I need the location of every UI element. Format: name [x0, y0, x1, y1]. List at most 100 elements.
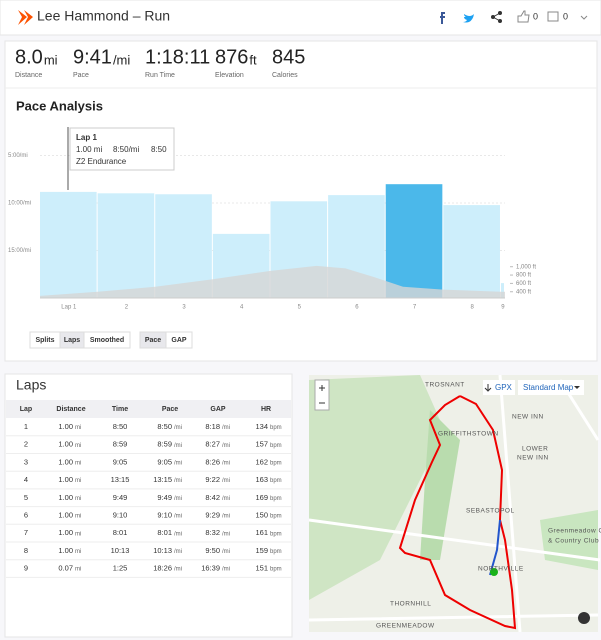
- more-dropdown[interactable]: [580, 15, 588, 20]
- table-cell: 13:15: [153, 475, 172, 484]
- map-label: NORTHVILLE: [478, 566, 524, 573]
- activity-title: Lee Hammond – Run: [37, 8, 170, 24]
- table-unit: /mi: [222, 460, 230, 466]
- table-cell: 6: [24, 510, 28, 519]
- kudos-icon[interactable]: [517, 10, 530, 23]
- table-cell: 161: [255, 528, 268, 537]
- bar[interactable]: [40, 191, 97, 298]
- table-cell: 159: [255, 546, 268, 555]
- table-cell: 9:10: [113, 510, 128, 519]
- table-cell: 9:10: [157, 510, 172, 519]
- table-cell: 13:15: [111, 475, 130, 484]
- tooltip-gap: 8:50: [151, 145, 167, 154]
- table-unit: bpm: [270, 567, 282, 573]
- toggle-label: Smoothed: [90, 337, 124, 344]
- stat-value: 1:18:11: [145, 46, 210, 68]
- table-cell: 8:32: [205, 528, 220, 537]
- map-style-button[interactable]: Standard Map: [523, 383, 574, 392]
- table-cell: 8:18: [205, 422, 220, 431]
- table-cell: 4: [24, 475, 28, 484]
- x-tick-label: 4: [240, 305, 244, 311]
- bar[interactable]: [385, 184, 443, 298]
- table-unit: mi: [75, 514, 81, 520]
- table-cell: 9:49: [157, 493, 172, 502]
- comment-icon[interactable]: [547, 11, 559, 22]
- table-title: Laps: [16, 377, 46, 393]
- column-header: Lap: [20, 406, 32, 413]
- bar[interactable]: [443, 205, 500, 298]
- gpx-button[interactable]: GPX: [495, 383, 513, 392]
- table-cell: 150: [255, 510, 268, 519]
- table-cell: 16:39: [201, 564, 220, 573]
- table-unit: /mi: [222, 567, 230, 573]
- table-cell: 8:42: [205, 493, 220, 502]
- table-cell: 9:29: [205, 510, 220, 519]
- toggle-label: GAP: [171, 337, 187, 344]
- table-cell: 9:50: [205, 546, 220, 555]
- table-unit: mi: [75, 478, 81, 484]
- table-cell: 1: [24, 422, 28, 431]
- share-icon[interactable]: [491, 11, 502, 23]
- map-label: NEW INN: [517, 455, 549, 462]
- y2-tick-label: 800 ft: [516, 273, 531, 279]
- table-cell: 1.00: [58, 475, 73, 484]
- stat-unit: mi: [44, 52, 58, 67]
- table-unit: /mi: [222, 496, 230, 502]
- table-unit: bpm: [270, 478, 282, 484]
- toggle-button[interactable]: [165, 331, 193, 349]
- stat-unit: /mi: [113, 52, 130, 67]
- bar[interactable]: [97, 193, 155, 298]
- table-unit: mi: [75, 425, 81, 431]
- map[interactable]: [308, 374, 601, 633]
- map-label: & Country Club: [548, 538, 599, 545]
- table-cell: 151: [255, 564, 268, 573]
- y2-tick-label: 1,000 ft: [516, 264, 536, 270]
- table-cell: 10:13: [153, 546, 172, 555]
- stat-value: 845: [272, 46, 305, 68]
- x-tick-label: 8: [470, 305, 474, 311]
- twitter-icon[interactable]: [463, 14, 474, 23]
- kudos-count: 0: [533, 11, 538, 21]
- table-unit: /mi: [222, 531, 230, 537]
- table-cell: 8:27: [205, 440, 220, 449]
- map-label: GRIFFITHSTOWN: [438, 431, 499, 438]
- table-unit: /mi: [174, 425, 182, 431]
- table-unit: /mi: [174, 478, 182, 484]
- facebook-icon[interactable]: [440, 12, 445, 24]
- y2-tick-label: 400 ft: [516, 289, 531, 295]
- table-unit: /mi: [174, 567, 182, 573]
- map-label: GREENMEADOW: [376, 623, 435, 630]
- column-header: Pace: [162, 406, 178, 413]
- table-unit: mi: [75, 443, 81, 449]
- stat-label: Elevation: [215, 72, 244, 79]
- table-unit: mi: [75, 460, 81, 466]
- table-cell: 1.00: [58, 546, 73, 555]
- tooltip-zone: Z2 Endurance: [76, 157, 127, 166]
- table-cell: 1.00: [58, 510, 73, 519]
- bar[interactable]: [500, 283, 504, 298]
- table-cell: 1.00: [58, 422, 73, 431]
- table-cell: 1.00: [58, 457, 73, 466]
- x-tick-label: 2: [125, 305, 129, 311]
- table-cell: 9:22: [205, 475, 220, 484]
- x-tick-label: 9: [501, 305, 505, 311]
- table-cell: 134: [255, 422, 268, 431]
- table-cell: 9:05: [113, 457, 128, 466]
- column-header: Distance: [56, 406, 85, 413]
- table-cell: 8:59: [157, 440, 172, 449]
- table-cell: 8: [24, 546, 28, 555]
- logo: [18, 10, 33, 25]
- toggle-button[interactable]: [83, 331, 131, 349]
- map-label: NEW INN: [512, 414, 544, 421]
- stat-label: Run Time: [145, 72, 175, 79]
- y-tick-label: 5:00/mi: [8, 153, 28, 159]
- table-unit: /mi: [174, 531, 182, 537]
- table-header: [6, 400, 291, 418]
- table-unit: /mi: [222, 443, 230, 449]
- table-unit: bpm: [270, 549, 282, 555]
- table-unit: mi: [75, 496, 81, 502]
- map-label: THORNHILL: [390, 601, 431, 608]
- tooltip-title: Lap 1: [76, 133, 97, 142]
- table-unit: bpm: [270, 460, 282, 466]
